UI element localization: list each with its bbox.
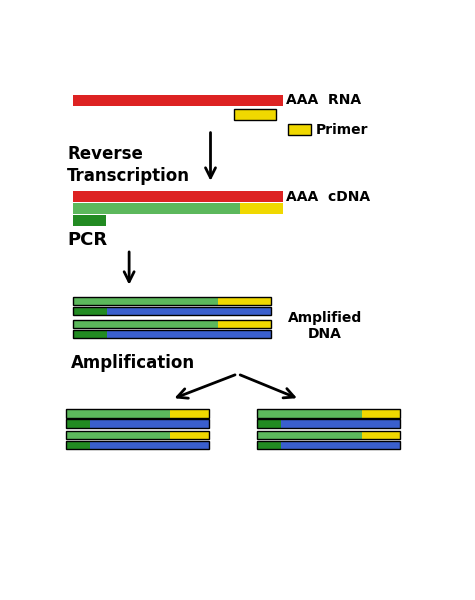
Bar: [240, 203, 283, 214]
Bar: [73, 330, 271, 338]
Bar: [257, 409, 361, 418]
Bar: [361, 431, 400, 439]
Bar: [107, 330, 271, 338]
Bar: [73, 320, 218, 328]
Bar: [281, 441, 400, 449]
Bar: [234, 109, 276, 120]
Text: Amplified
DNA: Amplified DNA: [288, 311, 362, 341]
Bar: [361, 409, 400, 418]
Bar: [257, 431, 400, 439]
Bar: [257, 419, 400, 428]
Text: Primer: Primer: [316, 123, 369, 137]
Bar: [218, 297, 271, 305]
Bar: [66, 409, 170, 418]
Bar: [73, 203, 240, 214]
Bar: [66, 431, 170, 439]
Bar: [73, 307, 271, 316]
Text: Amplification: Amplification: [71, 354, 195, 372]
Bar: [257, 431, 361, 439]
Bar: [257, 409, 400, 418]
Text: AAA  RNA: AAA RNA: [285, 94, 361, 107]
Bar: [73, 215, 106, 226]
Bar: [90, 441, 209, 449]
Bar: [73, 297, 218, 305]
Bar: [66, 419, 90, 428]
Bar: [107, 307, 271, 316]
Bar: [218, 320, 271, 328]
Bar: [257, 441, 400, 449]
Bar: [170, 431, 209, 439]
Bar: [66, 441, 90, 449]
Bar: [73, 297, 271, 305]
Bar: [257, 419, 281, 428]
Bar: [288, 124, 311, 135]
Bar: [281, 419, 400, 428]
Bar: [73, 307, 107, 316]
Text: AAA  cDNA: AAA cDNA: [285, 190, 370, 204]
Bar: [66, 419, 209, 428]
Bar: [90, 419, 209, 428]
Bar: [73, 330, 107, 338]
Bar: [73, 95, 283, 106]
Bar: [170, 409, 209, 418]
Bar: [66, 441, 209, 449]
Bar: [66, 409, 209, 418]
Bar: [66, 431, 209, 439]
Bar: [73, 320, 271, 328]
Text: PCR: PCR: [67, 231, 107, 249]
Bar: [73, 191, 283, 202]
Text: Reverse
Transcription: Reverse Transcription: [67, 145, 190, 185]
Bar: [257, 441, 281, 449]
